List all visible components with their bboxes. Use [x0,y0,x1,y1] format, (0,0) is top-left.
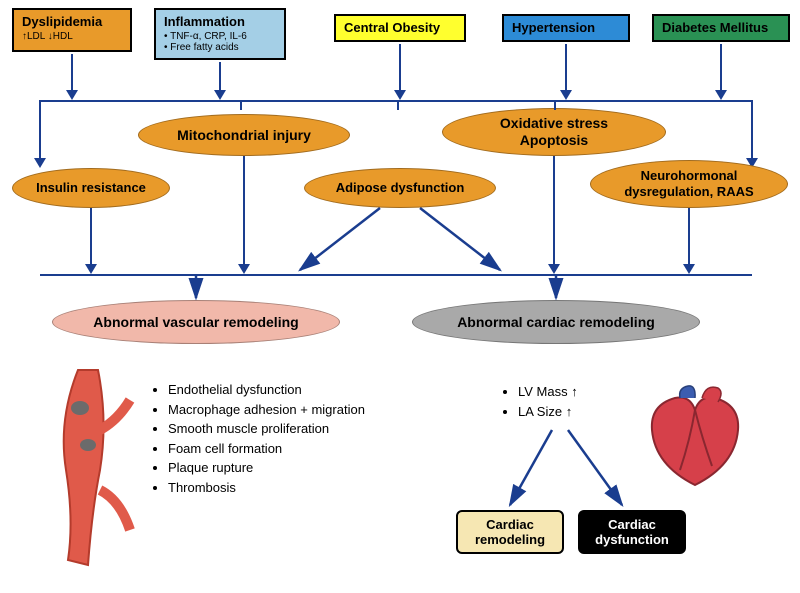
cardiac-bullets: LV Mass ↑LA Size ↑ [500,382,578,421]
riskfactor-hypertension: Hypertension [502,14,630,42]
oval-label: Oxidative stress Apoptosis [494,113,614,151]
connector-vline [397,100,399,110]
connector-vline [219,62,221,92]
arrowhead-icon [683,264,695,274]
oval-label: Abnormal vascular remodeling [87,312,304,333]
oval-label: Adipose dysfunction [330,178,471,198]
connector-vline [554,100,556,110]
connector-vline [39,100,41,160]
riskfactor-central-obesity: Central Obesity [334,14,466,42]
box-title: Hypertension [512,20,620,35]
oval-label: Abnormal cardiac remodeling [451,312,661,333]
mechanism-insulin-resistance: Insulin resistance [12,168,170,208]
box-title: Diabetes Mellitus [662,20,780,35]
connector-vline [71,54,73,92]
connector-vline [240,100,242,110]
riskfactor-inflammation: Inflammation • TNF-α, CRP, IL-6• Free fat… [154,8,286,60]
connector-vline [243,156,245,266]
connector-hline [40,274,752,276]
mechanism-adipose-dysfunction: Adipose dysfunction [304,168,496,208]
box-cardiac-dysfunction: Cardiac dysfunction [578,510,686,554]
riskfactor-dyslipidemia: Dyslipidemia ↑LDL ↓HDL [12,8,132,52]
connector-vline [751,100,753,160]
bullet-item: Plaque rupture [168,458,365,478]
oval-label: Insulin resistance [30,178,152,198]
box-cardiac-remodeling: Cardiac remodeling [456,510,564,554]
box-title: Central Obesity [344,20,456,35]
connector-vline [565,44,567,92]
mechanism-neurohormonal: Neurohormonal dysregulation, RAAS [590,160,788,208]
vascular-bullets: Endothelial dysfunctionMacrophage adhesi… [150,380,365,497]
connector-vline [720,44,722,92]
connector-vline [399,44,401,92]
arrowhead-icon [34,158,46,168]
box-sub: ↑LDL ↓HDL [22,31,122,42]
mechanism-oxidative-stress: Oxidative stress Apoptosis [442,108,666,156]
arrowhead-icon [394,90,406,100]
arrowhead-icon [238,264,250,274]
riskfactor-diabetes: Diabetes Mellitus [652,14,790,42]
arrowhead-icon [548,264,560,274]
heart-icon [640,380,750,490]
outcome-abnormal-vascular: Abnormal vascular remodeling [52,300,340,344]
bullet-item: Endothelial dysfunction [168,380,365,400]
oval-label: Neurohormonal dysregulation, RAAS [618,166,759,201]
connector-vline [90,208,92,266]
connector-vline [553,156,555,266]
oval-label: Mitochondrial injury [171,125,317,146]
arrowhead-icon [214,90,226,100]
box-sub: • TNF-α, CRP, IL-6• Free fatty acids [164,31,276,53]
box-title: Dyslipidemia [22,14,122,29]
arrowhead-icon [715,90,727,100]
connector-hline [40,100,752,102]
connector-vline [688,208,690,266]
bullet-item: LA Size ↑ [518,402,578,422]
bullet-item: Thrombosis [168,478,365,498]
arrowhead-icon [66,90,78,100]
mechanism-mitochondrial-injury: Mitochondrial injury [138,114,350,156]
arrowhead-icon [85,264,97,274]
bullet-item: LV Mass ↑ [518,382,578,402]
blood-vessel-icon [48,360,138,570]
box-title: Inflammation [164,14,276,29]
bullet-item: Smooth muscle proliferation [168,419,365,439]
outcome-abnormal-cardiac: Abnormal cardiac remodeling [412,300,700,344]
bullet-item: Foam cell formation [168,439,365,459]
arrowhead-icon [560,90,572,100]
bullet-item: Macrophage adhesion + migration [168,400,365,420]
